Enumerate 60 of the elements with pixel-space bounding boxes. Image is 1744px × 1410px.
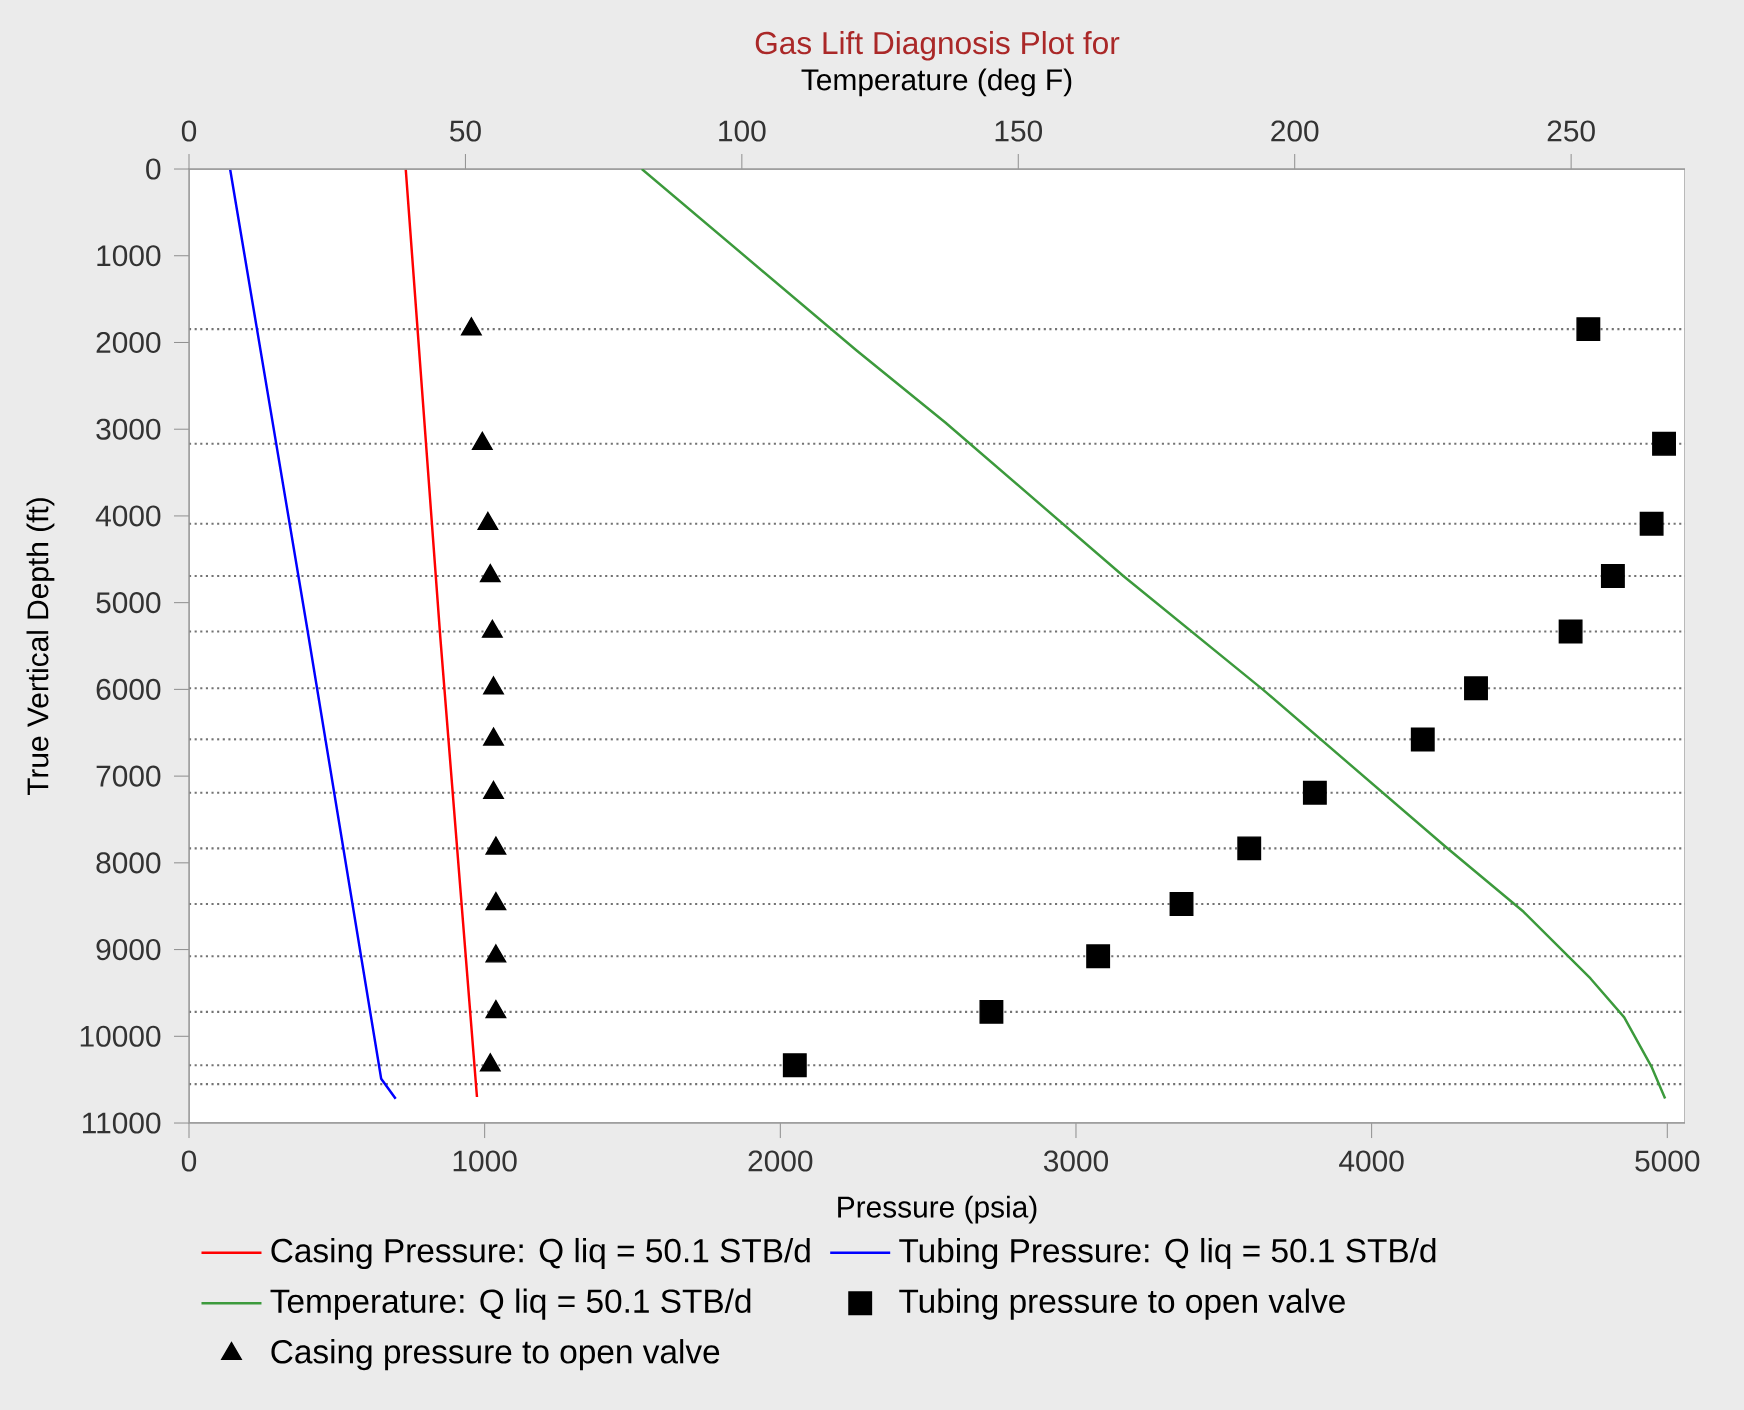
y-tick-label: 11000 <box>82 1112 161 1134</box>
point <box>479 1053 501 1072</box>
point <box>471 431 493 451</box>
x2-axis-title: Temperature (deg F) <box>801 68 1072 97</box>
point <box>460 317 482 336</box>
line-series <box>228 169 397 1100</box>
y-tick-label: 4000 <box>95 505 161 527</box>
chart-title: Gas Lift Diagnosis Plot for <box>755 31 1120 61</box>
point <box>483 727 504 746</box>
point <box>1558 619 1583 644</box>
point <box>485 944 507 963</box>
y-tick-label: 8000 <box>96 852 161 874</box>
y-tick-label: 1000 <box>97 245 161 267</box>
x2-tick-label: 150 <box>995 120 1043 142</box>
x2-tick-label: 50 <box>450 120 481 142</box>
point <box>483 676 504 695</box>
point <box>1237 836 1262 861</box>
legend-label: Casing pressure to open valve <box>271 1339 720 1371</box>
point <box>485 836 507 855</box>
x-axis-title: Pressure (psia) <box>838 1195 1037 1224</box>
point <box>1464 676 1488 701</box>
point <box>1410 727 1435 752</box>
y-tick-label: 3000 <box>96 418 161 440</box>
x-tick-label: 2000 <box>748 1150 813 1172</box>
point <box>1652 431 1676 456</box>
point <box>1086 944 1111 969</box>
point <box>1639 511 1664 536</box>
x2-tick-label: 200 <box>1271 120 1319 142</box>
point <box>485 999 507 1019</box>
x-tick-label: 0 <box>181 1150 197 1172</box>
point <box>1600 564 1625 588</box>
x-tick-label: 5000 <box>1635 1150 1700 1172</box>
point <box>479 564 501 583</box>
legend-label: Temperature: Q liq = 50.1 STB/d <box>270 1288 751 1320</box>
point <box>483 780 504 800</box>
point <box>481 619 503 638</box>
x2-tick-label: 250 <box>1547 120 1595 142</box>
point <box>1576 317 1601 342</box>
y-tick-label: 2000 <box>96 331 161 354</box>
point <box>485 892 507 911</box>
legend-label: Casing Pressure: Q liq = 50.1 STB/d <box>271 1237 810 1270</box>
legend-label: Tubing pressure to open valve <box>899 1288 1345 1320</box>
y-tick-label: 0 <box>146 158 161 180</box>
point <box>1169 892 1194 916</box>
x-tick-label: 4000 <box>1339 1150 1404 1172</box>
point <box>782 1053 807 1078</box>
y-tick-label: 9000 <box>96 939 161 961</box>
x-tick-label: 1000 <box>453 1150 517 1172</box>
y-tick-label: 5000 <box>96 592 161 614</box>
x2-tick-label: 0 <box>181 120 197 142</box>
x-tick-label: 3000 <box>1043 1150 1109 1172</box>
legend-label: Tubing Pressure: Q liq = 50.1 STB/d <box>899 1237 1436 1270</box>
y-tick-label: 6000 <box>96 678 161 700</box>
y-tick-label: 10000 <box>80 1025 161 1047</box>
point <box>1302 780 1327 805</box>
point <box>979 999 1004 1024</box>
x2-tick-label: 100 <box>719 120 766 142</box>
point <box>477 511 499 531</box>
y-axis-title: True Vertical Depth (ft) <box>26 498 55 796</box>
y-tick-label: 7000 <box>96 765 161 787</box>
